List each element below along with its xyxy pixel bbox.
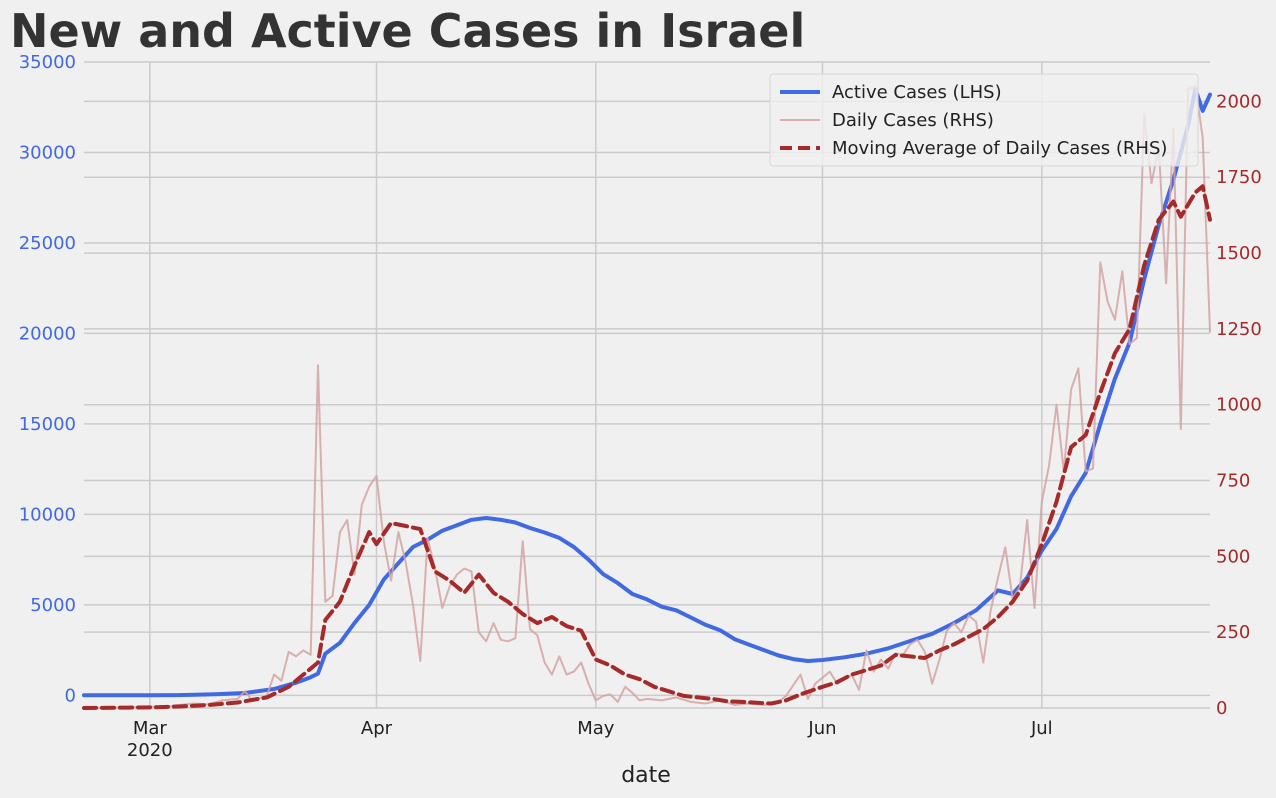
legend-box [769,73,1199,167]
right-tick-label: 750 [1216,471,1250,492]
legend-label-0: Active Cases (LHS) [832,82,1002,103]
x-axis-label: date [621,763,671,788]
left-tick-label: 0 [65,685,76,706]
x-tick-label: Apr [361,718,393,739]
left-axis-ticks: 0 5000 10000 15000 20000 25000 30000 35000 [19,52,76,706]
left-tick-label: 30000 [19,142,76,163]
series-line-2 [82,184,1212,710]
left-tick-label: 15000 [19,414,76,435]
right-tick-label: 500 [1216,546,1250,567]
x-tick-label: Mar [133,718,168,739]
right-tick-label: 1000 [1216,395,1262,416]
right-gridlines [84,100,1210,709]
right-tick-label: 1500 [1216,243,1262,264]
left-tick-label: 10000 [19,504,76,525]
series-layer [82,85,1212,710]
left-tick-label: 35000 [19,52,76,73]
left-tick-label: 25000 [19,233,76,254]
left-gridlines [84,61,1210,697]
left-tick-label: 20000 [19,323,76,344]
x-gridlines [149,62,1043,708]
legend-label-2: Moving Average of Daily Cases (RHS) [832,138,1167,159]
right-tick-label: 250 [1216,622,1250,643]
series-line-1 [83,85,1211,709]
series-line-0 [82,87,1212,698]
legend: Active Cases (LHS) Daily Cases (RHS) Movin… [769,73,1199,167]
right-tick-label: 2000 [1216,91,1262,112]
x-tick-label: Jun [807,718,836,739]
right-tick-label: 0 [1216,698,1227,719]
left-tick-label: 5000 [30,595,76,616]
right-tick-label: 1250 [1216,319,1262,340]
right-axis-ticks: 0 250 500 750 1000 1250 1500 1750 2000 [1216,91,1262,719]
x-tick-label: May [577,718,615,739]
x-tick-sublabel: 2020 [127,740,173,761]
legend-label-1: Daily Cases (RHS) [832,110,994,131]
chart-title: New and Active Cases in Israel [10,4,805,58]
x-tick-label: Jul [1030,718,1053,739]
right-tick-label: 1750 [1216,167,1262,188]
